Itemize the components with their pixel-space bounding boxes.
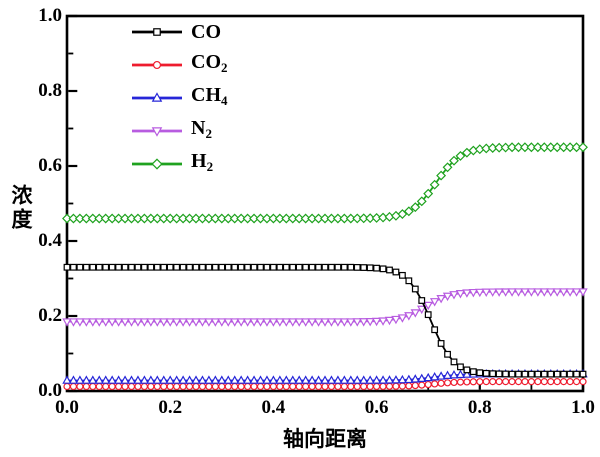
legend-item-co2: CO2 <box>131 51 228 76</box>
legend-label-h2: H2 <box>191 150 214 174</box>
x-tick-label: 0.8 <box>467 397 492 418</box>
x-axis-title: 轴向距离 <box>283 427 367 451</box>
legend-marker-diamond <box>151 158 163 170</box>
legend-key-ch4 <box>132 92 182 102</box>
legend-label-co2: CO2 <box>191 51 228 75</box>
x-tick-label: 0.4 <box>261 397 286 418</box>
legend-marker-circle <box>152 60 162 70</box>
x-tick-label: 0.2 <box>158 397 183 418</box>
y-tick-label: 0.2 <box>38 305 62 326</box>
legend-item-co: CO <box>131 21 228 43</box>
legend-label-co: CO <box>191 21 221 43</box>
series-h2 <box>62 142 588 224</box>
legend-item-n2: N2 <box>131 117 228 142</box>
x-tick-label: 0.0 <box>55 397 79 418</box>
series-h2-markers <box>62 142 588 224</box>
y-tick-label: 0.8 <box>38 80 62 101</box>
legend-marker-square <box>153 28 161 36</box>
legend-key-h2 <box>132 158 182 170</box>
x-tick-label: 1.0 <box>571 397 595 418</box>
series-co-markers <box>63 263 587 378</box>
legend-marker-triangle-down <box>151 127 163 137</box>
y-tick-label: 1.0 <box>38 5 62 26</box>
legend-item-ch4: CH4 <box>131 84 228 109</box>
x-tick-label: 0.6 <box>364 397 389 418</box>
legend: CO CO2 CH4 N2 H2 <box>131 21 228 186</box>
y-tick-label: 0.0 <box>38 380 62 401</box>
series-n2 <box>62 288 588 327</box>
legend-item-h2: H2 <box>131 150 228 175</box>
legend-label-ch4: CH4 <box>191 84 228 108</box>
series-co <box>63 263 587 378</box>
legend-key-co <box>132 28 182 36</box>
legend-label-n2: N2 <box>191 117 212 141</box>
legend-marker-triangle-up <box>151 92 163 102</box>
legend-key-n2 <box>132 127 182 137</box>
plot-frame <box>65 14 585 393</box>
legend-key-co2 <box>132 60 182 70</box>
y-tick-label: 0.4 <box>38 230 62 251</box>
y-tick-label: 0.6 <box>38 155 62 176</box>
series-n2-markers <box>62 288 588 327</box>
y-axis-title: 浓度 <box>9 184 33 232</box>
